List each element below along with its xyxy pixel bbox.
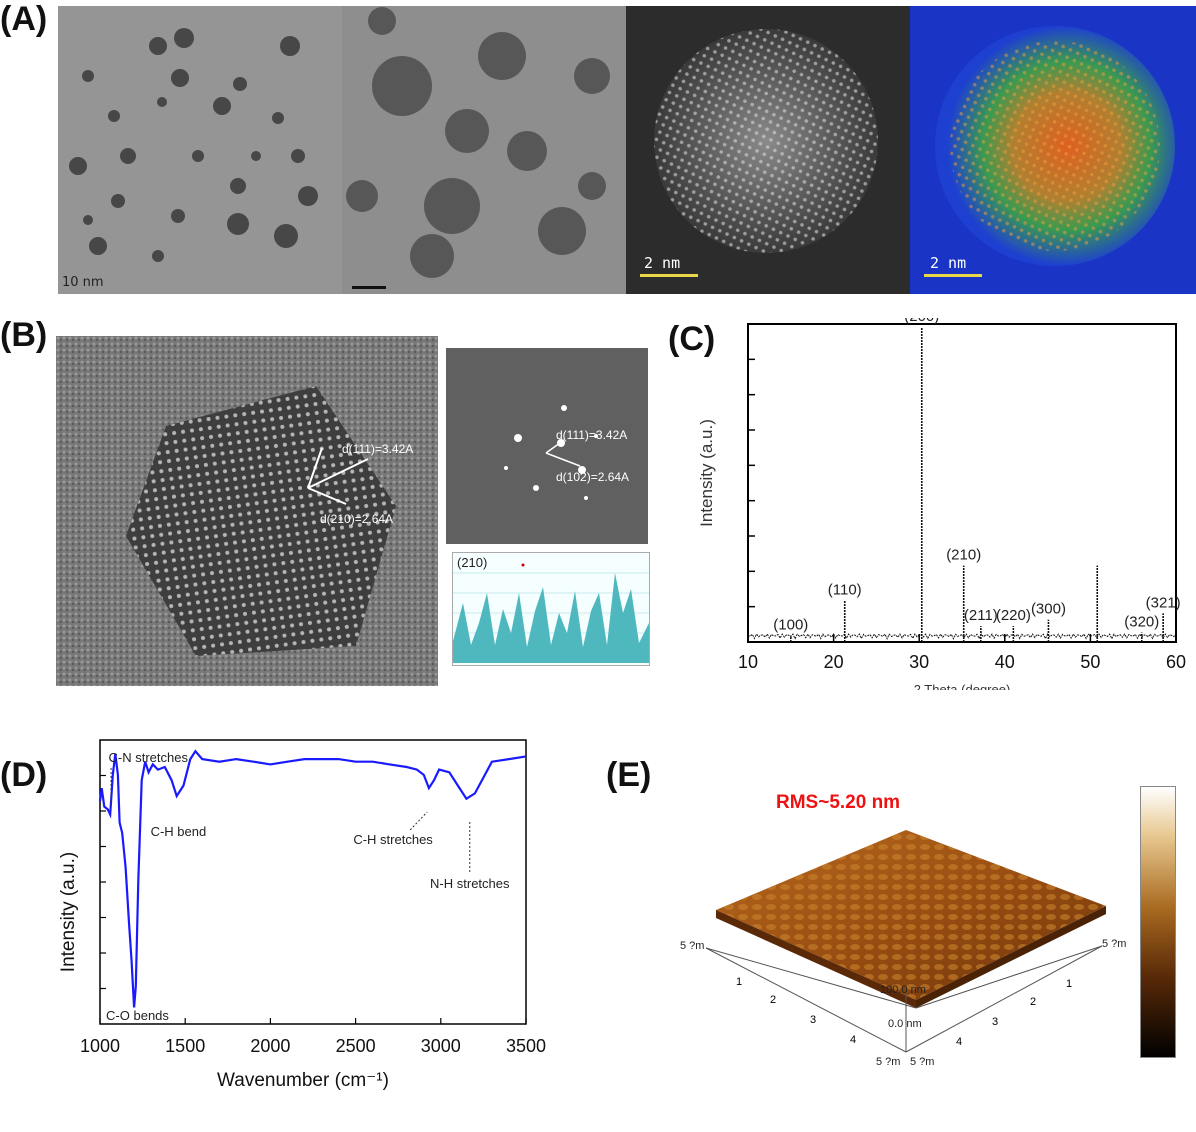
afm-tick-left-4: 4: [850, 1034, 857, 1046]
xrd-peak-label: (110): [828, 582, 862, 599]
afm-3d-surface: RMS~5.20 nm 5 ?m 5 ?m 5 ?m 5 ?m 100.0 nm…: [666, 782, 1136, 1082]
scale-bar-a4: [924, 274, 982, 277]
panel-label-a: (A): [0, 0, 48, 38]
afm-tick-right-4: 4: [956, 1036, 963, 1048]
ftir-annotation: N-H stretches: [430, 876, 510, 891]
xrd-baseline: [747, 633, 1177, 641]
xrd-peak-label: (210): [946, 547, 981, 564]
ftir-y-axis-label: Intensity (a.u.): [58, 852, 79, 972]
afm-tick-right-3: 3: [992, 1016, 999, 1028]
false-color-stem-image: 2 nm: [910, 6, 1196, 294]
xrd-peak-label: (220): [996, 607, 1031, 624]
profile-waveform: [453, 573, 649, 663]
tem-particles: [58, 6, 342, 294]
afm-corner-right: 5 ?m: [1102, 938, 1127, 950]
panel-label-c: (C): [668, 320, 716, 358]
hrtem-lattice-image: d(111)=3.42A d(210)=2.64A: [56, 336, 438, 686]
xrd-y-axis-label: Intensity (a.u.): [697, 419, 716, 527]
afm-corner-bottom-left: 5 ?m: [876, 1056, 901, 1068]
xrd-peak-label: (211): [964, 607, 998, 624]
afm-tick-left-1: 1: [736, 976, 743, 988]
xrd-peak-label: (200): [904, 318, 939, 325]
scale-label-2nm-a4: 2 nm: [930, 254, 967, 272]
ftir-annotation: C-O bends: [106, 1008, 169, 1023]
ftir-annotation-leader: [409, 811, 428, 831]
ftir-x-tick-label: 3500: [506, 1036, 546, 1056]
ftir-annotation: C-H stretches: [353, 832, 433, 847]
xrd-peak-label: (300): [1031, 601, 1066, 618]
xrd-x-tick-label: 30: [909, 652, 929, 672]
hrtem-d111-label: d(111)=3.42A: [342, 442, 414, 456]
haadf-stem-image: 2 nm: [626, 6, 910, 294]
afm-tick-right-1: 1: [1066, 978, 1073, 990]
ftir-x-tick-label: 2500: [336, 1036, 376, 1056]
xrd-x-tick-label: 20: [824, 652, 844, 672]
line-profile-plot: (210): [452, 552, 650, 666]
fft-d111-label: d(111)=3.42A: [556, 428, 628, 442]
scale-label-10nm: 10 nm: [62, 275, 104, 290]
scale-label-2nm-a3: 2 nm: [644, 254, 681, 272]
ftir-x-tick-label: 2000: [250, 1036, 290, 1056]
xrd-peak-label: (320): [1124, 613, 1159, 630]
ftir-x-tick-label: 1500: [165, 1036, 205, 1056]
afm-corner-bottom-right: 5 ?m: [910, 1056, 935, 1068]
ftir-annotation: C-H bend: [151, 824, 207, 839]
rms-label: RMS~5.20 nm: [776, 792, 901, 813]
afm-z-top-label: 100.0 nm: [880, 984, 926, 996]
ftir-x-axis-label: Wavenumber (cm⁻¹): [217, 1070, 389, 1091]
xrd-x-tick-label: 40: [995, 652, 1015, 672]
xrd-peak-label: (321): [1146, 594, 1181, 611]
xrd-x-tick-label: 60: [1166, 652, 1186, 672]
afm-tick-left-2: 2: [770, 994, 777, 1006]
fft-d102-label: d(102)=2.64A: [556, 470, 630, 484]
xrd-plot-frame: [747, 323, 1177, 643]
tem-image-high-mag: [342, 6, 626, 294]
ftir-chart: 1000 1500 2000 2500 3000 3500 Wavenumber (cm⁻¹…: [58, 739, 546, 1091]
afm-corner-left: 5 ?m: [680, 940, 705, 952]
scale-bar-a3: [640, 274, 698, 277]
xrd-x-tick-label: 50: [1080, 652, 1100, 672]
tem-image-low-mag: 10 nm: [58, 6, 342, 294]
ftir-x-tick-label: 1000: [80, 1036, 120, 1056]
hrtem-d210-label: d(210)=2.64A: [320, 512, 394, 526]
ftir-spectrum-line: [98, 749, 527, 1008]
panel-label-e: (E): [606, 756, 652, 794]
profile-label: (210): [457, 555, 488, 570]
panel-label-b: (B): [0, 316, 48, 354]
xrd-x-tick-label: 10: [738, 652, 758, 672]
xrd-chart: (100) (110) (200) (210) (211)(220)(300) (320)…: [697, 318, 1186, 690]
xrd-x-axis-label: 2 Theta (degree): [914, 682, 1011, 690]
xrd-peak-label: (100): [773, 617, 808, 634]
ftir-x-tick-label: 3000: [421, 1036, 461, 1056]
afm-z-bottom-label: 0.0 nm: [888, 1018, 922, 1030]
afm-color-scale-bar: [1140, 786, 1176, 1058]
afm-tick-left-3: 3: [810, 1014, 817, 1026]
afm-tick-right-2: 2: [1030, 996, 1037, 1008]
fft-pattern-image: d(111)=3.42A d(102)=2.64A: [446, 348, 648, 544]
ftir-annotation: C-N stretches: [109, 750, 189, 765]
panel-label-d: (D): [0, 756, 48, 794]
